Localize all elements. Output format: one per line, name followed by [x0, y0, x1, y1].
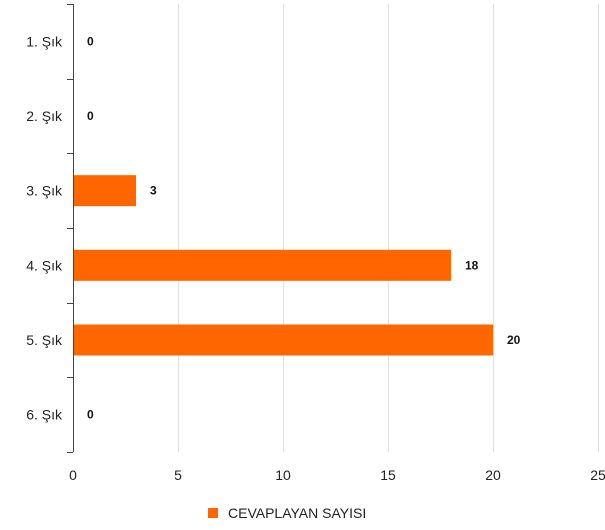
- category-label: 3. Şık: [26, 183, 63, 199]
- data-label: 3: [150, 184, 157, 198]
- x-tick-label: 15: [380, 467, 396, 483]
- category-label: 5. Şık: [26, 332, 63, 348]
- data-label: 0: [87, 408, 94, 422]
- data-label: 18: [465, 258, 479, 272]
- category-label: 2. Şık: [26, 108, 63, 124]
- data-label: 0: [87, 34, 94, 48]
- data-labels: 0 0 3 18 20 0: [87, 34, 521, 421]
- data-label: 0: [87, 109, 94, 123]
- grid-lines: [178, 4, 599, 452]
- x-tick-label: 10: [275, 467, 291, 483]
- legend-label: CEVAPLAYAN SAYISI: [228, 505, 366, 521]
- x-tick-label: 0: [69, 467, 77, 483]
- x-tick-label: 25: [590, 467, 605, 483]
- bars: [74, 175, 493, 356]
- category-label: 4. Şık: [26, 257, 63, 273]
- category-labels: 1. Şık 2. Şık 3. Şık 4. Şık 5. Şık 6. Şık: [26, 33, 63, 422]
- data-label: 20: [507, 333, 521, 347]
- legend-swatch: [208, 508, 218, 518]
- bar[interactable]: [74, 175, 136, 207]
- bar[interactable]: [74, 249, 451, 281]
- bar[interactable]: [74, 324, 493, 356]
- x-tick-label: 5: [174, 467, 182, 483]
- category-label: 1. Şık: [26, 33, 63, 49]
- category-label: 6. Şık: [26, 407, 63, 423]
- axes: [67, 4, 74, 453]
- legend[interactable]: CEVAPLAYAN SAYISI: [208, 505, 366, 521]
- x-tick-label: 20: [485, 467, 501, 483]
- x-tick-labels: 0 5 10 15 20 25: [69, 467, 605, 483]
